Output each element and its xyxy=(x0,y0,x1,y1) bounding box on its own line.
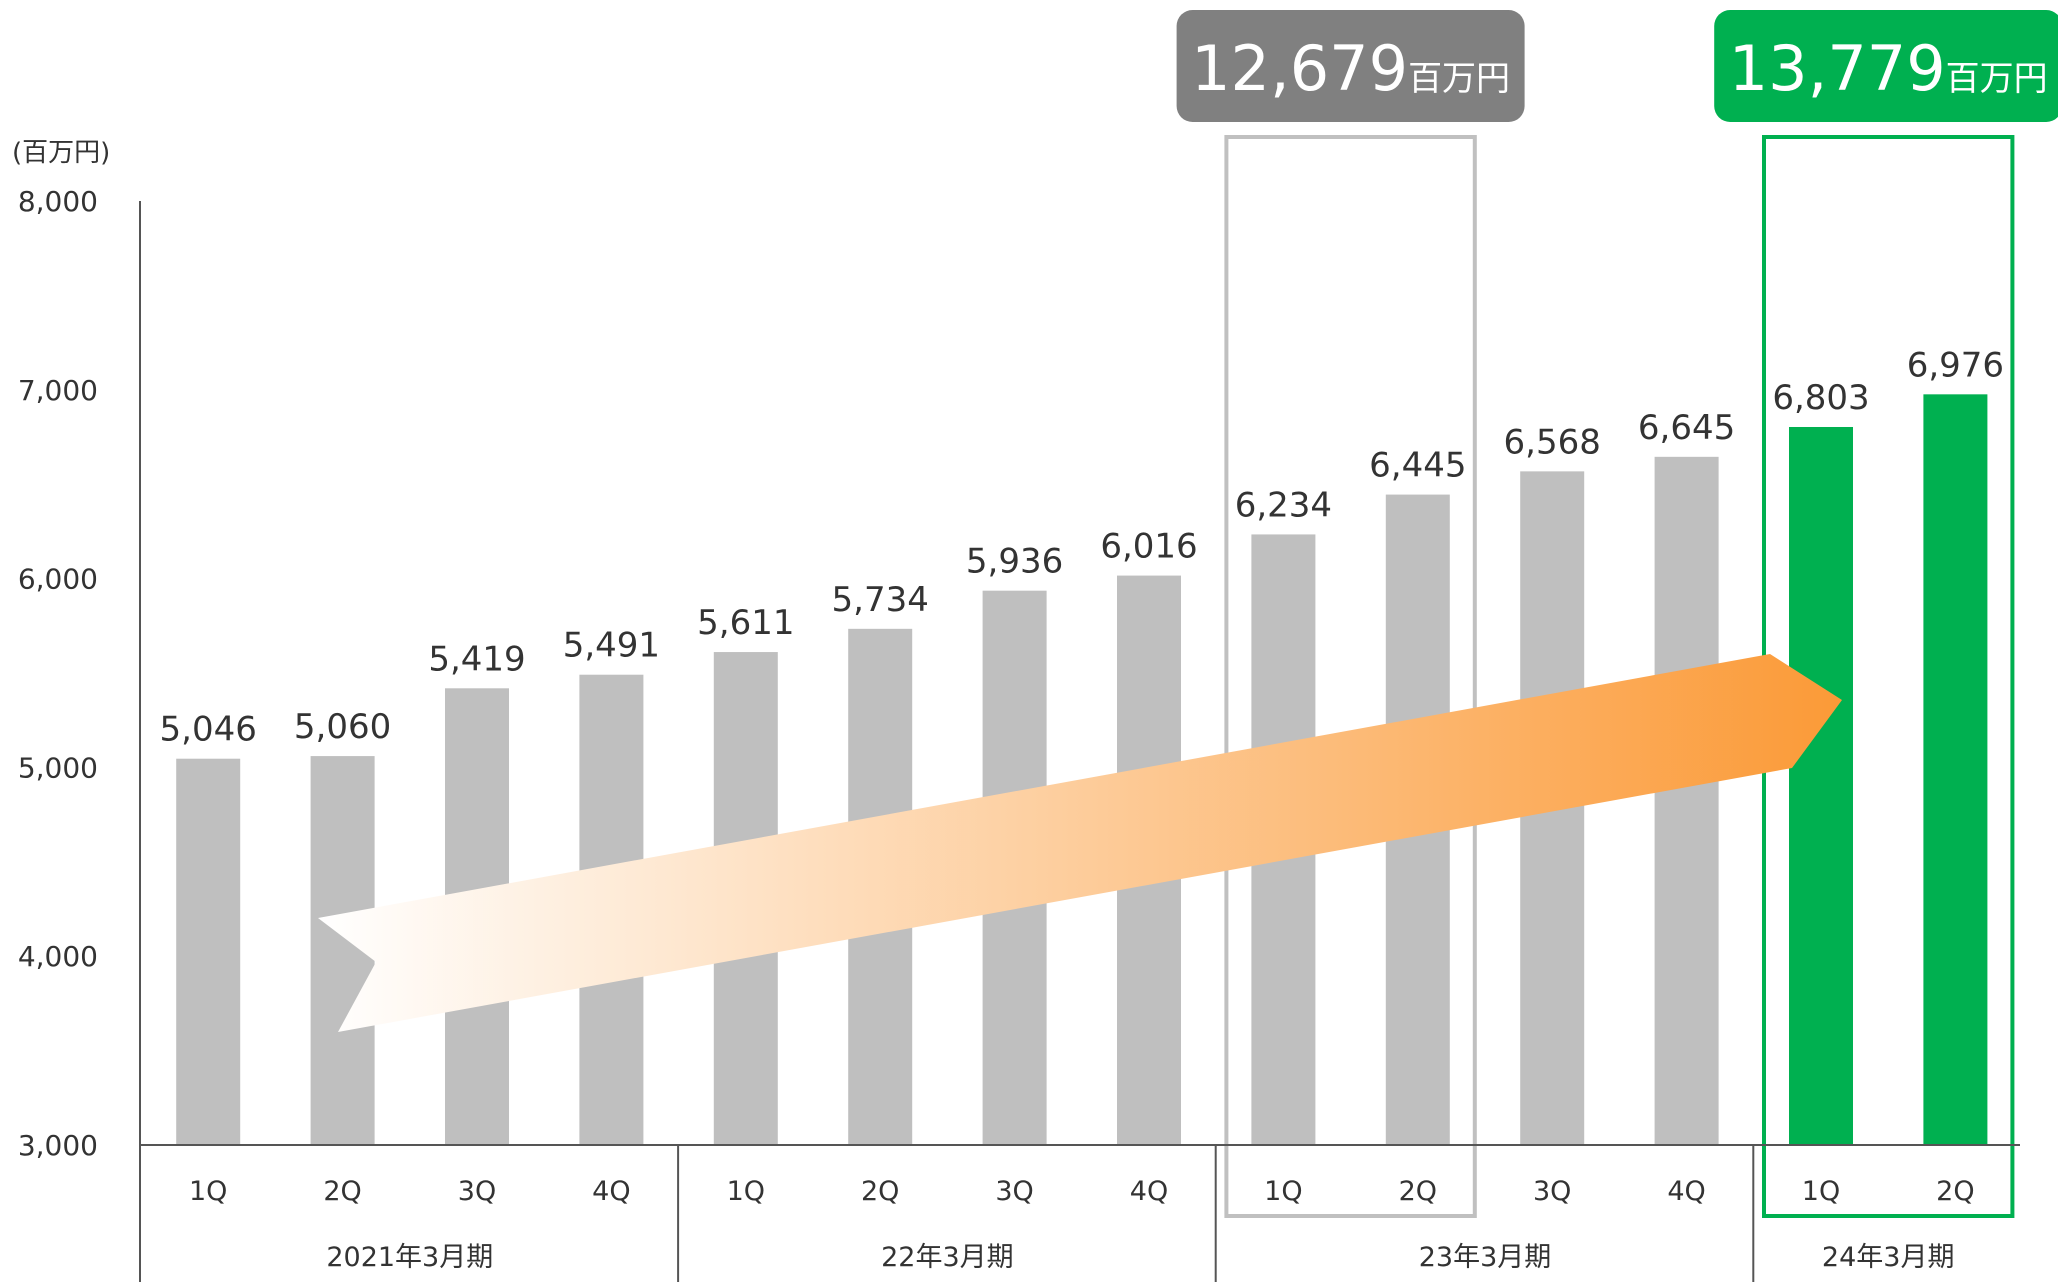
total-value: 12,679百万円 xyxy=(1191,32,1510,105)
total-badges: 12,679百万円 13,779百万円 xyxy=(1176,10,2058,122)
quarter-label: 1Q xyxy=(1802,1176,1840,1207)
bar xyxy=(1789,426,1853,1145)
value-label: 6,568 xyxy=(1504,422,1601,462)
trend-arrow xyxy=(318,654,1842,1032)
quarter-label: 1Q xyxy=(1264,1176,1302,1207)
quarter-label: 2Q xyxy=(323,1176,361,1207)
quarter-label: 3Q xyxy=(995,1176,1033,1207)
quarter-label: 4Q xyxy=(592,1176,630,1207)
x-axis-labels: 1Q 2Q 3Q 4Q 1Q 2Q 3Q 4Q 1Q 2Q 3Q 4Q 1Q 2Q 2021年3月期 22年3… xyxy=(189,1176,1975,1273)
fiscal-year-label: 2021年3月期 xyxy=(326,1242,493,1273)
quarter-label: 2Q xyxy=(861,1176,899,1207)
value-label: 5,491 xyxy=(563,626,660,666)
y-tick-label: 3,000 xyxy=(18,1129,98,1162)
y-tick-label: 6,000 xyxy=(18,563,98,596)
value-label: 6,976 xyxy=(1907,345,2004,385)
axes xyxy=(139,201,2020,1282)
value-label: 5,734 xyxy=(832,580,929,620)
bar xyxy=(1654,456,1719,1146)
quarter-label: 1Q xyxy=(727,1176,765,1207)
total-value: 13,779百万円 xyxy=(1729,32,2048,105)
bar xyxy=(1923,394,1988,1146)
quarter-label: 3Q xyxy=(1533,1176,1571,1207)
value-label: 6,016 xyxy=(1100,527,1197,567)
value-label: 5,060 xyxy=(294,707,391,747)
value-labels: 5,046 5,060 5,419 5,491 5,611 5,734 5,936 6,016… xyxy=(160,345,2005,749)
quarter-label: 2Q xyxy=(1399,1176,1437,1207)
value-label: 6,234 xyxy=(1235,485,1332,525)
y-tick-label: 7,000 xyxy=(18,374,98,407)
value-label: 6,645 xyxy=(1638,408,1735,448)
value-label: 5,419 xyxy=(428,639,525,679)
total-badge xyxy=(1714,10,2058,122)
quarter-label: 3Q xyxy=(458,1176,496,1207)
y-axis-unit-label: (百万円) xyxy=(12,138,110,168)
value-label: 6,803 xyxy=(1772,378,1869,418)
quarter-label: 2Q xyxy=(1936,1176,1974,1207)
total-badge xyxy=(1176,10,1525,122)
y-tick-label: 4,000 xyxy=(18,940,98,973)
fiscal-year-label: 22年3月期 xyxy=(881,1242,1014,1273)
highlight-frames xyxy=(1224,135,2015,1218)
value-label: 5,936 xyxy=(966,542,1063,582)
group-frame xyxy=(1224,135,1477,1218)
value-label: 6,445 xyxy=(1369,446,1466,486)
value-label: 5,046 xyxy=(160,710,257,750)
bar xyxy=(176,758,241,1145)
value-label: 5,611 xyxy=(697,603,794,643)
y-axis-ticks: 3,000 4,000 5,000 6,000 7,000 8,000 xyxy=(18,185,98,1162)
fiscal-year-label: 23年3月期 xyxy=(1419,1242,1552,1273)
y-tick-label: 8,000 xyxy=(18,185,98,218)
fiscal-year-label: 24年3月期 xyxy=(1822,1242,1955,1273)
quarter-label: 4Q xyxy=(1667,1176,1705,1207)
quarter-label: 1Q xyxy=(189,1176,227,1207)
y-tick-label: 5,000 xyxy=(18,751,98,784)
quarter-label: 4Q xyxy=(1130,1176,1168,1207)
